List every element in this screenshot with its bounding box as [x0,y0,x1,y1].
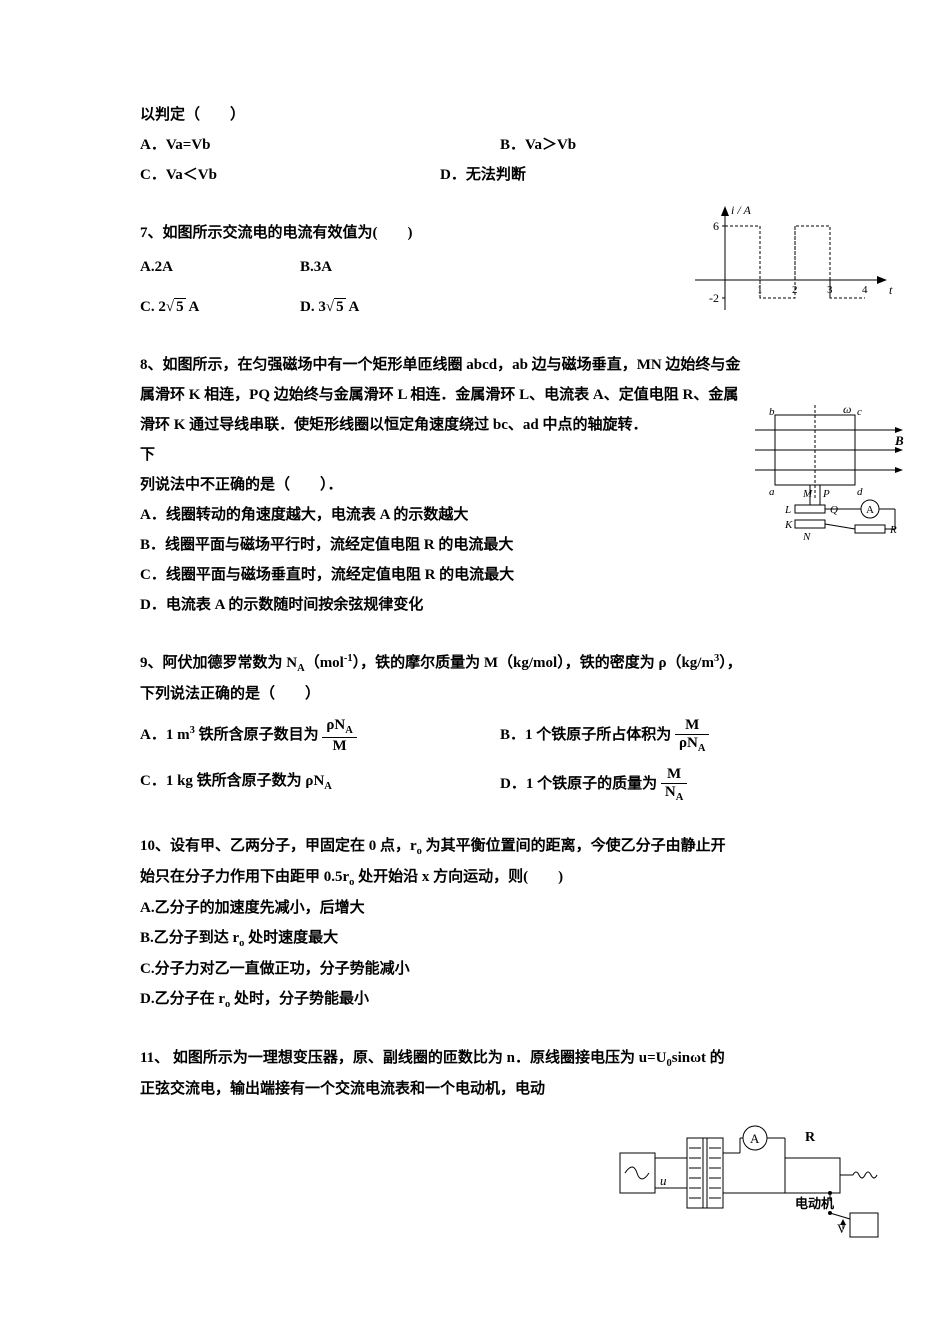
svg-text:Q: Q [830,504,838,516]
question-11: 11、 如图所示为一理想变压器，原、副线圈的匝数比为 n．原线圈接电压为 u=U… [140,1043,825,1104]
exam-page: 以判定（ ） A．Va=Vb B．Va＞Vb C．Va＜Vb D．无法判断 7、… [0,0,945,1337]
q9-stem-line2: 下列说法正确的是（ ） [140,679,825,709]
svg-text:c: c [857,406,862,418]
svg-text:b: b [769,406,775,418]
q9-options-row1: A．1 m3 铁所含原子数目为 ρNA M B．1 个铁原子所占体积为 M ρN… [140,717,825,754]
q7-optc-prefix: C. [140,299,155,315]
q9b-den: ρNA [675,735,709,755]
question-9: 9、阿伏加德罗常数为 NA（mol-1），铁的摩尔质量为 M（kg/mol），铁… [140,648,825,803]
svg-text:N: N [802,531,811,543]
q11-stem-2: 正弦交流电，输出端接有一个交流电流表和一个电动机，电动 [140,1074,825,1104]
q10-opt-b: B.乙分子到达 ro 处时速度最大 [140,923,825,954]
q8-stem-4: 列说法中不正确的是（ ）． [140,470,825,500]
q9-s1-pre: 9、阿伏加德罗常数为 N [140,655,297,671]
q7-waveform-graph: i / At / s-261234 [685,200,895,320]
q8-stem-2: 属滑环 K 相连，PQ 边始终与金属滑环 L 相连．金属滑环 L、电流表 A、定… [140,380,825,410]
q8-stem-1: 8、如图所示，在匀强磁场中有一个矩形单匝线圈 abcd，ab 边与磁场垂直，MN… [140,350,825,380]
sqrt-icon: √ [326,299,334,315]
q10-opt-c: C.分子力对乙一直做正功，分子势能减小 [140,954,825,984]
svg-text:d: d [857,486,863,498]
svg-text:L: L [784,504,791,516]
q7-optc-rad: 5 [174,298,186,315]
q6-opt-d: D．无法判断 [440,160,700,190]
q7-opt-a: A.2A [140,252,260,282]
q9-opt-c: C．1 kg 铁所含原子数为 ρNA [140,766,460,803]
q6-options: A．Va=Vb B．Va＞Vb [140,130,825,160]
q9-mol-sup: -1 [344,653,353,664]
q9b-pre: B．1 个铁原子所占体积为 [500,727,671,743]
svg-text:4: 4 [862,284,868,296]
q9b-num: M [675,717,709,735]
q9-opt-b: B．1 个铁原子所占体积为 M ρNA [500,717,760,754]
q10-stem-1: 10、设有甲、乙两分子，甲固定在 0 点，ro 为其平衡位置间的距离，今使乙分子… [140,831,825,862]
q6-opt-a: A．Va=Vb [140,130,400,160]
svg-text:6: 6 [713,219,719,233]
q9a-pre: A．1 m [140,727,190,743]
q11-stem-1: 11、 如图所示为一理想变压器，原、副线圈的匝数比为 n．原线圈接电压为 u=U… [140,1043,825,1074]
q9c-pre: C．1 kg 铁所含原子数为 ρN [140,773,324,789]
q6-options-2: C．Va＜Vb D．无法判断 [140,160,825,190]
q11-transformer-diagram: uAR电动机V [615,1113,895,1253]
svg-text:P: P [822,488,830,500]
q7-optd-unit: A [346,299,360,315]
question-8: 8、如图所示，在匀强磁场中有一个矩形单匝线圈 abcd，ab 边与磁场垂直，MN… [140,350,825,620]
q9d-fraction: M NA [661,766,687,803]
svg-text:i / A: i / A [731,203,751,217]
svg-text:M: M [802,488,813,500]
q10-opt-d: D.乙分子在 ro 处时，分子势能最小 [140,984,825,1015]
q10-stem-2: 始只在分子力作用下由距甲 0.5ro 处开始沿 x 方向运动，则( ) [140,862,825,893]
q9-stem-line1: 9、阿伏加德罗常数为 NA（mol-1），铁的摩尔质量为 M（kg/mol），铁… [140,648,825,679]
q9-s1-mid2: ），铁的摩尔质量为 M（kg/mol），铁的密度为 ρ（kg/m [353,655,714,671]
question-10: 10、设有甲、乙两分子，甲固定在 0 点，ro 为其平衡位置间的距离，今使乙分子… [140,831,825,1015]
svg-text:u: u [660,1173,667,1188]
q7-opt-b: B.3A [300,252,500,282]
q8-opt-c: C．线圈平面与磁场垂直时，流经定值电阻 R 的电流最大 [140,560,825,590]
q8-stem-3: 滑环 K 通过导线串联．使矩形线圈以恒定角速度绕过 bc、ad 中点的轴旋转．下 [140,410,825,470]
q8-opt-b: B．线圈平面与磁场平行时，流经定值电阻 R 的电流最大 [140,530,825,560]
q9d-den: NA [661,784,687,804]
q9a-num: ρNA [322,717,356,738]
q9-s1-end: ）， [719,655,742,671]
svg-text:ω: ω [843,405,851,416]
q7-optd-rad: 5 [334,298,346,315]
svg-text:R: R [889,524,897,536]
q9d-pre: D．1 个铁原子的质量为 [500,776,657,792]
q8-opt-d: D．电流表 A 的示数随时间按余弦规律变化 [140,590,825,620]
q9a-mid: 铁所含原子数目为 [195,727,319,743]
q9a-den: M [322,738,356,755]
question-7: 7、如图所示交流电的电流有效值为( ) A.2A B.3A C. 2√5 A D… [140,218,825,322]
q9a-fraction: ρNA M [322,717,356,754]
q7-optc-unit: A [186,299,200,315]
q8-circuit-diagram: ω Bb c a d MP L Q KN A R [755,405,905,575]
q7-opt-c: C. 2√5 A [140,292,260,322]
svg-text:t / s: t / s [889,283,895,297]
q7-optc-coeff: 2 [158,299,166,315]
svg-text:A: A [750,1131,760,1146]
svg-text:K: K [784,519,793,531]
svg-text:a: a [769,486,775,498]
q7-optd-prefix: D. [300,299,315,315]
question-6-tail: 以判定（ ） A．Va=Vb B．Va＞Vb C．Va＜Vb D．无法判断 [140,100,825,190]
q9-options-row2: C．1 kg 铁所含原子数为 ρNA D．1 个铁原子的质量为 M NA [140,766,825,803]
q6-stem: 以判定（ ） [140,100,825,130]
q7-optd-coeff: 3 [318,299,326,315]
q9-opt-d: D．1 个铁原子的质量为 M NA [500,766,760,803]
svg-text:B: B [894,433,904,448]
q9b-fraction: M ρNA [675,717,709,754]
q9d-num: M [661,766,687,784]
q9c-sub: A [324,781,332,792]
q7-opt-d: D. 3√5 A [300,292,500,322]
q8-opt-a: A．线圈转动的角速度越大，电流表 A 的示数越大 [140,500,825,530]
q6-opt-b: B．Va＞Vb [500,130,760,160]
svg-text:电动机: 电动机 [795,1196,834,1211]
svg-text:-2: -2 [709,291,719,305]
sqrt-icon: √ [166,299,174,315]
svg-text:R: R [805,1130,816,1145]
svg-text:A: A [866,504,874,516]
q10-opt-a: A.乙分子的加速度先减小，后增大 [140,893,825,923]
q9-na-sub: A [297,663,305,674]
q9-opt-a: A．1 m3 铁所含原子数目为 ρNA M [140,717,460,754]
q9-s1-mid: （mol [305,655,344,671]
q6-opt-c: C．Va＜Vb [140,160,400,190]
